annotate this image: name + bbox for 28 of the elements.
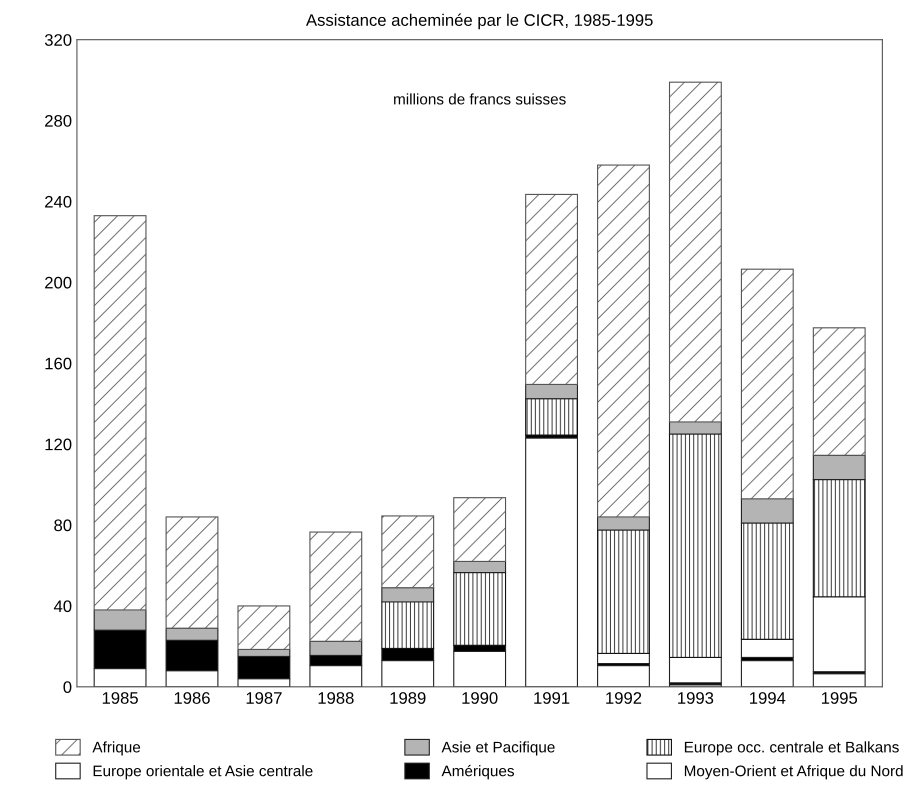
y-tick-label: 200 bbox=[45, 276, 72, 289]
annotation: millions de francs suisses bbox=[394, 93, 566, 105]
y-tick-label: 120 bbox=[46, 438, 72, 450]
x-tick-label: 1985 bbox=[102, 692, 138, 704]
x-tick-label: 1988 bbox=[318, 692, 354, 704]
y-tick-label: 280 bbox=[45, 114, 72, 127]
y-tick-label: 80 bbox=[54, 519, 72, 532]
x-tick-label: 1995 bbox=[822, 692, 858, 704]
x-tick-label: 1986 bbox=[174, 692, 210, 704]
x-tick-label: 1992 bbox=[606, 692, 642, 704]
y-tick-label: 240 bbox=[45, 196, 72, 208]
x-tick-label: 1989 bbox=[390, 692, 426, 704]
y-tick-label: 160 bbox=[46, 358, 72, 370]
y-tick-label: 40 bbox=[54, 600, 72, 612]
y-tick-label: 0 bbox=[63, 681, 72, 694]
legend-label: Asie et Pacifique bbox=[442, 741, 555, 756]
legend-label: Moyen-Orient et Afrique du Nord bbox=[684, 765, 903, 780]
legend-label: Afrique bbox=[92, 741, 140, 756]
y-tick-label: 320 bbox=[44, 34, 72, 46]
x-tick-label: 1994 bbox=[750, 692, 786, 704]
x-tick-label: 1991 bbox=[534, 692, 570, 704]
x-tick-label: 1993 bbox=[678, 692, 714, 704]
x-tick-label: 1990 bbox=[462, 692, 498, 704]
x-tick-label: 1987 bbox=[246, 692, 282, 704]
legend-label: Amériques bbox=[442, 764, 514, 780]
chart-title: Assistance acheminée par le CICR, 1985-1995 bbox=[306, 14, 653, 30]
legend-label: Europe occ. centrale et Balkans bbox=[684, 741, 899, 756]
legend-label: Europe orientale et Asie centrale bbox=[94, 765, 313, 780]
